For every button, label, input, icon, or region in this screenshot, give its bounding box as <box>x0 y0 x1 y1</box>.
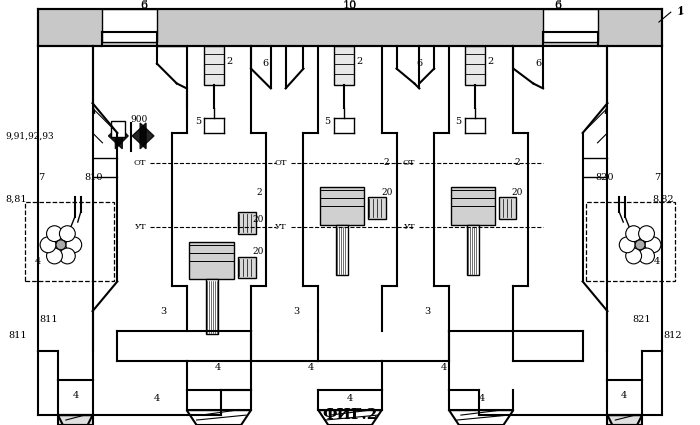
Bar <box>188 242 234 280</box>
Text: 812: 812 <box>664 332 682 340</box>
Text: 2: 2 <box>226 57 232 66</box>
Polygon shape <box>132 123 146 149</box>
Text: 10: 10 <box>343 0 357 10</box>
Text: 900: 900 <box>130 115 148 124</box>
Circle shape <box>40 237 56 253</box>
Text: 4: 4 <box>654 257 660 266</box>
Bar <box>465 46 484 85</box>
Circle shape <box>635 240 645 250</box>
Text: 2: 2 <box>384 158 389 167</box>
Text: 6: 6 <box>262 59 269 68</box>
Bar <box>25 202 114 281</box>
Text: 4: 4 <box>479 394 485 403</box>
Text: 4: 4 <box>215 363 221 372</box>
Text: 4: 4 <box>621 391 627 400</box>
Text: УТ: УТ <box>275 223 286 231</box>
Text: 4: 4 <box>73 391 79 400</box>
Circle shape <box>620 237 635 253</box>
Bar <box>111 121 125 137</box>
Bar <box>467 225 479 275</box>
Text: 4: 4 <box>347 394 353 403</box>
Text: 6: 6 <box>141 0 148 10</box>
Bar <box>451 187 494 225</box>
Text: 8,81: 8,81 <box>6 195 27 204</box>
Circle shape <box>638 248 654 264</box>
Text: ОТ: ОТ <box>134 159 146 167</box>
Text: 6: 6 <box>141 1 148 11</box>
Text: УТ: УТ <box>134 223 146 231</box>
Text: 5: 5 <box>455 116 461 125</box>
Text: 5: 5 <box>324 116 330 125</box>
Polygon shape <box>140 123 154 149</box>
Text: 4: 4 <box>441 363 447 372</box>
Text: 20: 20 <box>252 247 264 256</box>
Text: 810: 810 <box>85 173 103 182</box>
Text: 4: 4 <box>307 363 314 372</box>
Circle shape <box>56 240 66 250</box>
Polygon shape <box>116 123 128 149</box>
Text: 10: 10 <box>343 1 357 11</box>
Circle shape <box>626 248 642 264</box>
Polygon shape <box>38 9 662 46</box>
Bar <box>336 225 348 275</box>
Text: 6: 6 <box>535 59 541 68</box>
Circle shape <box>645 237 661 253</box>
Circle shape <box>60 226 76 241</box>
Text: 2: 2 <box>256 188 262 197</box>
Text: 3: 3 <box>161 307 167 316</box>
Text: 4: 4 <box>154 394 160 403</box>
Text: 1: 1 <box>677 7 684 17</box>
Text: 820: 820 <box>596 173 614 182</box>
Text: 6: 6 <box>416 59 422 68</box>
Text: 4: 4 <box>35 257 41 266</box>
Polygon shape <box>58 415 92 425</box>
Circle shape <box>638 226 654 241</box>
Text: 821: 821 <box>633 314 652 323</box>
Polygon shape <box>108 123 122 149</box>
Bar <box>586 202 675 281</box>
Text: 811: 811 <box>8 332 27 340</box>
Bar <box>321 187 364 225</box>
Circle shape <box>626 226 642 241</box>
Text: 20: 20 <box>512 188 523 197</box>
Bar <box>238 257 256 278</box>
Text: 8,82: 8,82 <box>652 195 673 204</box>
Text: 20: 20 <box>252 215 264 224</box>
Text: 811: 811 <box>39 314 58 323</box>
Circle shape <box>60 248 76 264</box>
Text: 2: 2 <box>514 158 520 167</box>
Bar <box>543 9 598 42</box>
Text: 7: 7 <box>654 173 660 182</box>
Bar <box>334 46 354 85</box>
Text: 5: 5 <box>195 116 202 125</box>
Circle shape <box>47 226 62 241</box>
Bar <box>206 280 218 334</box>
Text: ОТ: ОТ <box>274 159 286 167</box>
Text: 20: 20 <box>381 188 392 197</box>
Text: 2: 2 <box>487 57 494 66</box>
Text: ФИГ.2: ФИГ.2 <box>323 408 377 422</box>
Bar <box>498 197 517 219</box>
Bar <box>204 46 224 85</box>
Bar <box>102 9 157 42</box>
Text: 7: 7 <box>38 173 44 182</box>
Text: ОТ: ОТ <box>402 159 415 167</box>
Bar <box>368 197 386 219</box>
Text: 6: 6 <box>554 0 561 10</box>
Text: 9,91,92,93: 9,91,92,93 <box>6 131 54 140</box>
Text: 6: 6 <box>554 1 561 11</box>
Text: 1: 1 <box>678 6 685 16</box>
Bar <box>238 212 256 234</box>
Circle shape <box>47 248 62 264</box>
Text: УТ: УТ <box>404 223 415 231</box>
Text: 3: 3 <box>424 307 430 316</box>
Text: 3: 3 <box>293 307 300 316</box>
Circle shape <box>66 237 82 253</box>
Polygon shape <box>608 415 642 425</box>
Text: 2: 2 <box>357 57 363 66</box>
